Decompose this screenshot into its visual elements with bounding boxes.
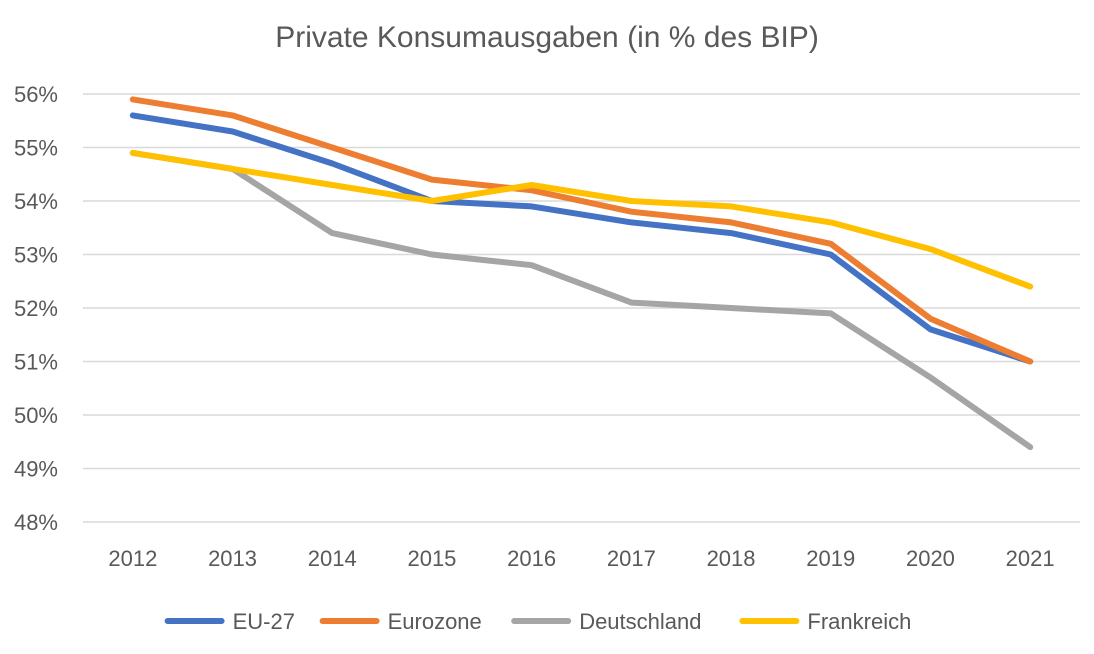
x-tick-label: 2021 [1006,546,1055,571]
y-tick-label: 53% [14,243,58,268]
y-tick-label: 48% [14,510,58,535]
y-tick-label: 50% [14,403,58,428]
series-lines [129,96,1034,451]
y-tick-label: 56% [14,82,58,107]
gridlines [83,93,1080,523]
chart-title: Private Konsumausgaben (in % des BIP) [275,21,819,54]
y-tick-label: 51% [14,350,58,375]
x-axis-ticks: 2012 2013 2014 2015 2016 2017 2018 2019 2020 2021 [108,546,1054,571]
x-tick-label: 2017 [607,546,656,571]
x-tick-label: 2012 [108,546,157,571]
y-tick-label: 54% [14,189,58,214]
x-tick-label: 2018 [707,546,756,571]
y-tick-label: 55% [14,136,58,161]
x-tick-label: 2015 [407,546,456,571]
y-axis-ticks: 56% 55% 54% 53% 52% 51% 50% 49% 48% [14,82,58,535]
x-tick-label: 2013 [208,546,257,571]
x-tick-label: 2016 [507,546,556,571]
series-line-frankreich [129,149,1034,290]
legend: EU-27 Eurozone Deutschland Frankreich [164,609,911,634]
x-tick-label: 2020 [906,546,955,571]
series-line-eurozone [129,96,1034,365]
legend-label-eurozone: Eurozone [388,609,482,634]
legend-label-frankreich: Frankreich [807,609,911,634]
x-tick-label: 2014 [308,546,357,571]
series-line-deutschland [129,149,1034,451]
y-tick-label: 52% [14,296,58,321]
x-tick-label: 2019 [806,546,855,571]
legend-label-eu-27: EU-27 [233,609,295,634]
legend-label-deutschland: Deutschland [579,609,701,634]
y-tick-label: 49% [14,457,58,482]
series-line-eu-27 [129,112,1034,365]
